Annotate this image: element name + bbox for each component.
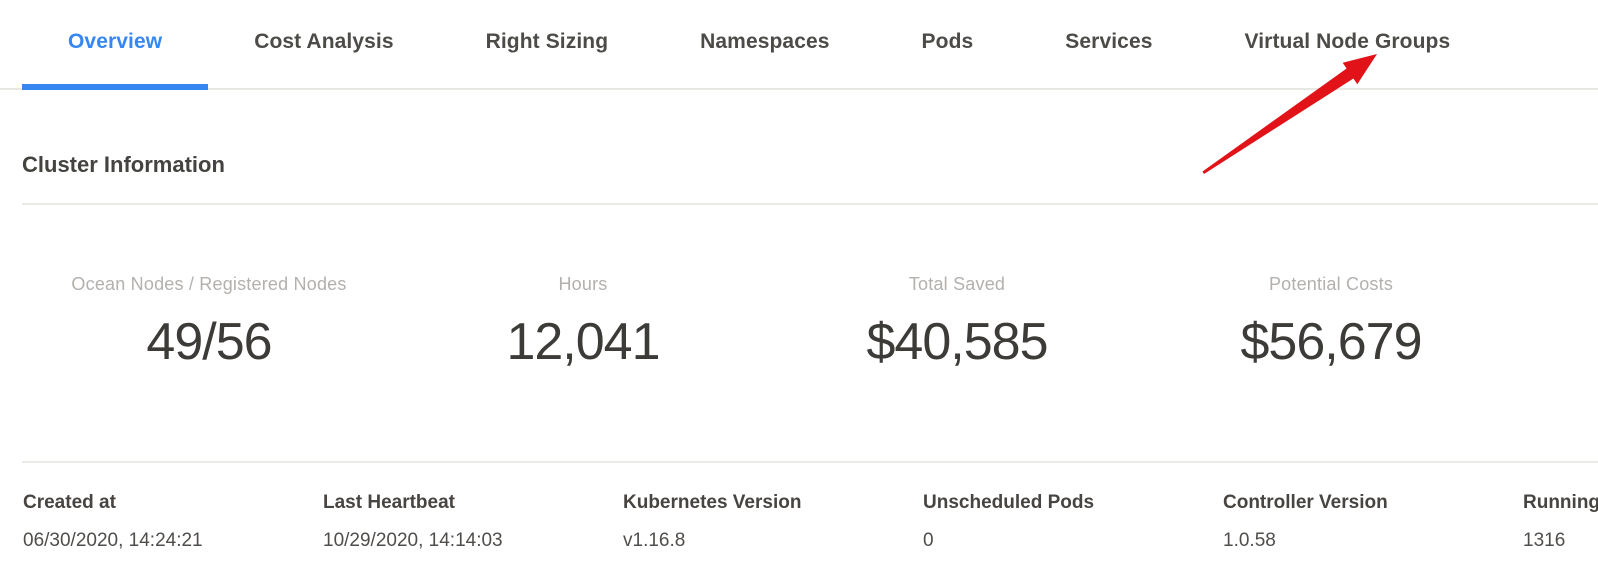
stat-value: $56,679 [1240, 313, 1423, 371]
tab-label: Right Sizing [485, 30, 609, 53]
detail-label: Controller Version [1223, 492, 1388, 513]
detail-value: v1.16.8 [623, 530, 686, 551]
tab-pods[interactable]: Pods [876, 0, 1020, 90]
detail-value: 1316 [1523, 530, 1566, 551]
detail-controller-version: Controller Version 1.0.58 [1223, 491, 1523, 553]
detail-value: 0 [923, 530, 934, 551]
stat-value: 12,041 [506, 313, 660, 371]
stat-label: Hours [558, 274, 608, 294]
tab-right-sizing[interactable]: Right Sizing [440, 0, 655, 90]
cluster-details-row: Created at 06/30/2020, 14:24:21 Last Hea… [0, 463, 1598, 553]
stat-hours: Hours 12,041 [396, 273, 770, 371]
stat-label: Ocean Nodes / Registered Nodes [71, 274, 347, 294]
tab-namespaces[interactable]: Namespaces [654, 0, 875, 90]
detail-label: Unscheduled Pods [923, 492, 1095, 513]
stat-total-saved: Total Saved $40,585 [770, 273, 1144, 371]
tab-virtual-node-groups[interactable]: Virtual Node Groups [1199, 0, 1497, 90]
tab-label: Overview [68, 30, 163, 53]
stats-divider [22, 461, 1598, 463]
detail-kubernetes-version: Kubernetes Version v1.16.8 [623, 491, 923, 553]
stat-label: Total Saved [908, 274, 1006, 294]
detail-value: 06/30/2020, 14:24:21 [23, 530, 203, 551]
detail-running: Running 1316 [1523, 491, 1598, 553]
tab-label: Services [1065, 30, 1153, 53]
detail-value: 1.0.58 [1223, 530, 1276, 551]
detail-label: Running [1523, 492, 1598, 513]
stat-ocean-nodes: Ocean Nodes / Registered Nodes 49/56 [22, 273, 396, 371]
stat-potential-costs: Potential Costs $56,679 [1144, 273, 1518, 371]
detail-label: Last Heartbeat [323, 492, 455, 513]
stat-value: 49/56 [146, 313, 272, 371]
detail-label: Kubernetes Version [623, 492, 802, 513]
tab-label: Namespaces [700, 30, 830, 53]
tab-cost-analysis[interactable]: Cost Analysis [208, 0, 439, 90]
detail-unscheduled-pods: Unscheduled Pods 0 [923, 491, 1223, 553]
detail-value: 10/29/2020, 14:14:03 [323, 530, 503, 551]
detail-label: Created at [23, 492, 116, 513]
detail-last-heartbeat: Last Heartbeat 10/29/2020, 14:14:03 [323, 491, 623, 553]
section-divider [22, 203, 1598, 205]
section-title: Cluster Information [22, 152, 225, 177]
tab-label: Pods [921, 30, 974, 53]
tab-overview[interactable]: Overview [22, 0, 209, 90]
detail-created-at: Created at 06/30/2020, 14:24:21 [23, 491, 323, 553]
stat-label: Potential Costs [1268, 274, 1394, 294]
tab-label: Cost Analysis [254, 30, 394, 53]
tab-bar: Overview Cost Analysis Right Sizing Name… [0, 0, 1598, 90]
cluster-stats-row: Ocean Nodes / Registered Nodes 49/56 Hou… [0, 205, 1598, 371]
tab-label: Virtual Node Groups [1244, 30, 1451, 53]
stat-value: $40,585 [866, 313, 1049, 371]
tab-services[interactable]: Services [1019, 0, 1198, 90]
